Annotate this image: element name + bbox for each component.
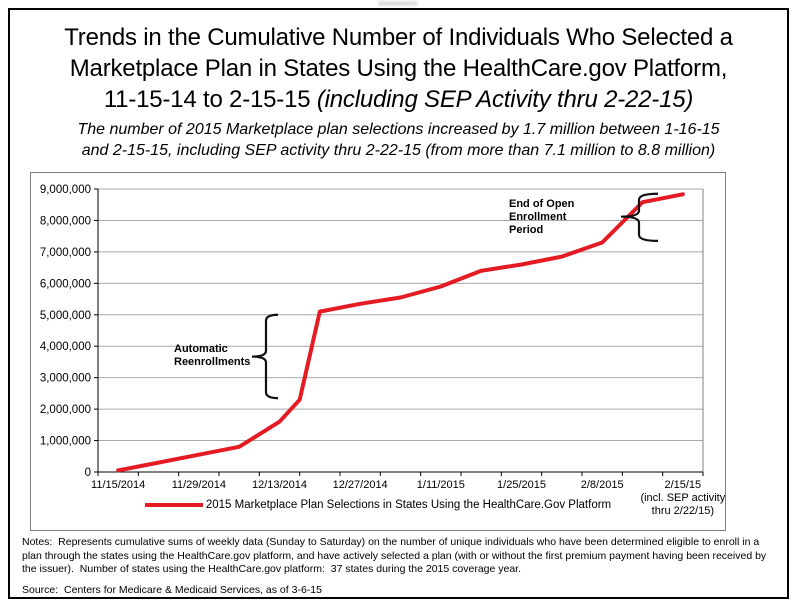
x-tick-label: 1/11/2015 (417, 479, 465, 491)
title-line-2: Marketplace Plan in States Using the Hea… (69, 55, 728, 82)
page-border (8, 8, 789, 599)
x-tick-label: 11/29/2014 (172, 479, 226, 491)
y-tick-label: 0 (85, 467, 91, 479)
annotation-automatic-reenrollments: Automatic Reenrollments (174, 343, 251, 368)
brace-end-of-open-enrollment (620, 192, 659, 242)
subtitle-line-2: and 2-15-15, including SEP activity thru… (81, 142, 716, 159)
x-tick-label: 2/15/15 (664, 479, 701, 491)
legend-series-label: 2015 Marketplace Plan Selections in Stat… (205, 499, 612, 511)
chart-title: Trends in the Cumulative Number of Indiv… (20, 22, 777, 115)
y-tick-label: 5,000,000 (40, 310, 91, 322)
scan-artifact (378, 1, 418, 6)
y-tick-label: 7,000,000 (40, 247, 91, 259)
chart-plot-area: 0 1,000,000 2,000,000 3,000,000 4,000,000 5,0… (40, 184, 725, 517)
x-tick-label: 12/27/2014 (333, 479, 388, 491)
y-tick-label: 4,000,000 (40, 341, 91, 353)
y-tick-label: 8,000,000 (40, 215, 91, 227)
line-chart: 0 1,000,000 2,000,000 3,000,000 4,000,000 5,0… (30, 172, 726, 531)
chart-subtitle: The number of 2015 Marketplace plan sele… (20, 119, 777, 161)
y-tick-label: 6,000,000 (40, 278, 91, 290)
source-text: Source: Centers for Medicare & Medicaid … (22, 584, 322, 596)
x-tick-label: (incl. SEP activity (640, 492, 725, 504)
series-line (116, 192, 685, 473)
title-line-1: Trends in the Cumulative Number of Indiv… (64, 24, 733, 51)
y-tick-label: 2,000,000 (40, 404, 91, 416)
y-tick-label: 1,000,000 (40, 436, 91, 448)
x-tick-label: 12/13/2014 (252, 479, 307, 491)
subtitle-line-1: The number of 2015 Marketplace plan sele… (77, 121, 720, 138)
x-tick-label: 11/15/2014 (91, 479, 145, 491)
y-tick-label: 9,000,000 (40, 184, 91, 196)
x-tick-label: 2/8/2015 (581, 479, 624, 491)
y-tick-label: 3,000,000 (40, 373, 91, 385)
notes-text: Notes: Represents cumulative sums of wee… (22, 536, 770, 575)
chart-legend: 2015 Marketplace Plan Selections in Stat… (31, 499, 725, 511)
brace-automatic-reenrollments (251, 313, 279, 400)
legend-line-swatch (144, 503, 203, 507)
x-tick-label: thru 2/22/15) (652, 505, 714, 517)
annotation-end-of-open-enrollment: End of Open Enrollment Period (509, 198, 575, 236)
x-tick-label: 1/25/2015 (497, 479, 546, 491)
title-line-3: 11-15-14 to 2-15-15 (including SEP Activ… (103, 86, 694, 113)
